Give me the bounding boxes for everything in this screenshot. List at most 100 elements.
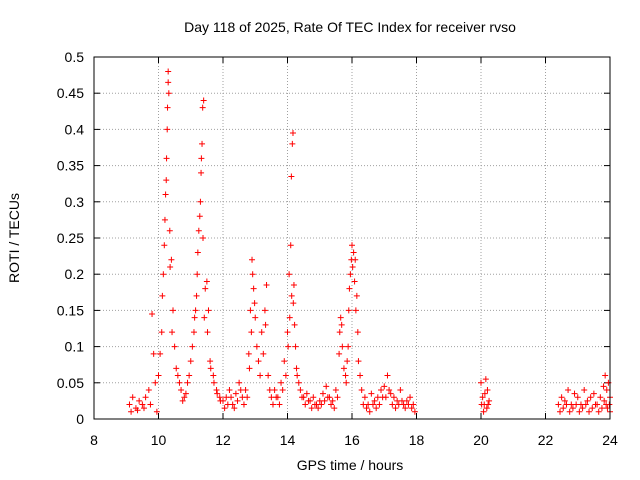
data-point: [284, 329, 291, 336]
data-point: [329, 397, 336, 404]
data-point: [376, 401, 383, 408]
data-point: [181, 394, 188, 401]
data-point: [574, 394, 581, 401]
data-point: [597, 394, 604, 401]
data-point: [355, 358, 362, 365]
data-point: [155, 372, 162, 379]
data-point: [199, 140, 206, 147]
data-point: [601, 397, 608, 404]
data-point: [334, 394, 341, 401]
y-tick-label: 0.5: [65, 49, 85, 65]
x-tick-label: 14: [280, 432, 296, 448]
data-point: [363, 405, 370, 412]
data-point: [179, 397, 186, 404]
x-tick-label: 16: [344, 432, 360, 448]
data-point: [261, 307, 268, 314]
data-point: [244, 394, 251, 401]
data-point: [134, 407, 141, 414]
y-tick-label: 0.45: [57, 85, 84, 101]
data-point: [603, 387, 610, 394]
data-point: [411, 408, 418, 415]
data-point: [140, 405, 147, 412]
data-point: [189, 343, 196, 350]
data-point: [378, 387, 385, 394]
data-point: [381, 383, 388, 390]
data-point: [203, 278, 210, 285]
data-point: [281, 358, 288, 365]
data-point: [358, 387, 365, 394]
data-point: [482, 376, 489, 383]
y-tick-label: 0.15: [57, 302, 84, 318]
data-point: [349, 242, 355, 249]
data-point: [286, 314, 293, 321]
data-point: [592, 401, 599, 408]
data-point: [483, 405, 490, 412]
data-point: [247, 307, 254, 314]
x-tick-label: 10: [151, 432, 167, 448]
data-point: [345, 307, 352, 314]
x-tick-label: 8: [90, 432, 98, 448]
data-point: [221, 405, 228, 412]
data-point: [348, 256, 355, 263]
data-point: [310, 394, 317, 401]
data-point: [332, 387, 339, 394]
data-point: [262, 321, 269, 328]
data-point: [282, 372, 289, 379]
x-tick-label: 12: [215, 432, 231, 448]
data-point: [289, 140, 296, 147]
data-point: [369, 401, 376, 408]
data-point: [561, 397, 568, 404]
data-point: [255, 358, 262, 365]
data-point: [590, 390, 597, 397]
x-axis-ticks: 8 10 12 14 16 18 20 22 24: [90, 57, 618, 448]
data-point: [207, 365, 214, 372]
data-point: [248, 329, 255, 336]
data-point: [240, 401, 247, 408]
data-point: [153, 408, 160, 415]
data-point: [194, 249, 201, 256]
data-point: [165, 68, 172, 75]
data-point: [171, 343, 178, 350]
data-point: [245, 350, 252, 357]
data-point: [484, 387, 491, 394]
data-point: [321, 397, 328, 404]
data-point: [193, 292, 200, 299]
data-point: [486, 397, 493, 404]
data-point: [166, 227, 173, 234]
data-point: [253, 343, 260, 350]
data-point: [604, 405, 611, 412]
data-point: [347, 271, 354, 278]
data-point: [346, 285, 353, 292]
data-point: [392, 405, 399, 412]
y-axis-label: ROTI / TECUs: [6, 193, 22, 283]
data-point: [557, 408, 564, 415]
data-point: [279, 387, 286, 394]
data-point: [344, 358, 351, 365]
data-point: [213, 387, 220, 394]
data-point: [478, 379, 484, 386]
data-point: [360, 401, 367, 408]
data-point: [187, 358, 194, 365]
data-point: [480, 408, 487, 415]
data-point: [257, 372, 264, 379]
data-point: [165, 90, 172, 97]
data-point: [145, 387, 152, 394]
data-point: [214, 390, 221, 397]
data-point: [210, 379, 217, 386]
data-point: [587, 394, 594, 401]
data-point: [319, 390, 326, 397]
data-point: [485, 401, 492, 408]
data-point: [273, 394, 280, 401]
data-point: [386, 387, 393, 394]
data-point: [405, 401, 412, 408]
data-point: [337, 314, 344, 321]
y-tick-label: 0.2: [65, 266, 85, 282]
data-point: [584, 397, 591, 404]
x-tick-label: 22: [538, 432, 554, 448]
data-point: [164, 104, 171, 111]
data-point: [168, 256, 175, 263]
data-point: [371, 397, 378, 404]
data-point: [571, 390, 578, 397]
data-point: [555, 401, 562, 408]
data-point: [395, 401, 402, 408]
